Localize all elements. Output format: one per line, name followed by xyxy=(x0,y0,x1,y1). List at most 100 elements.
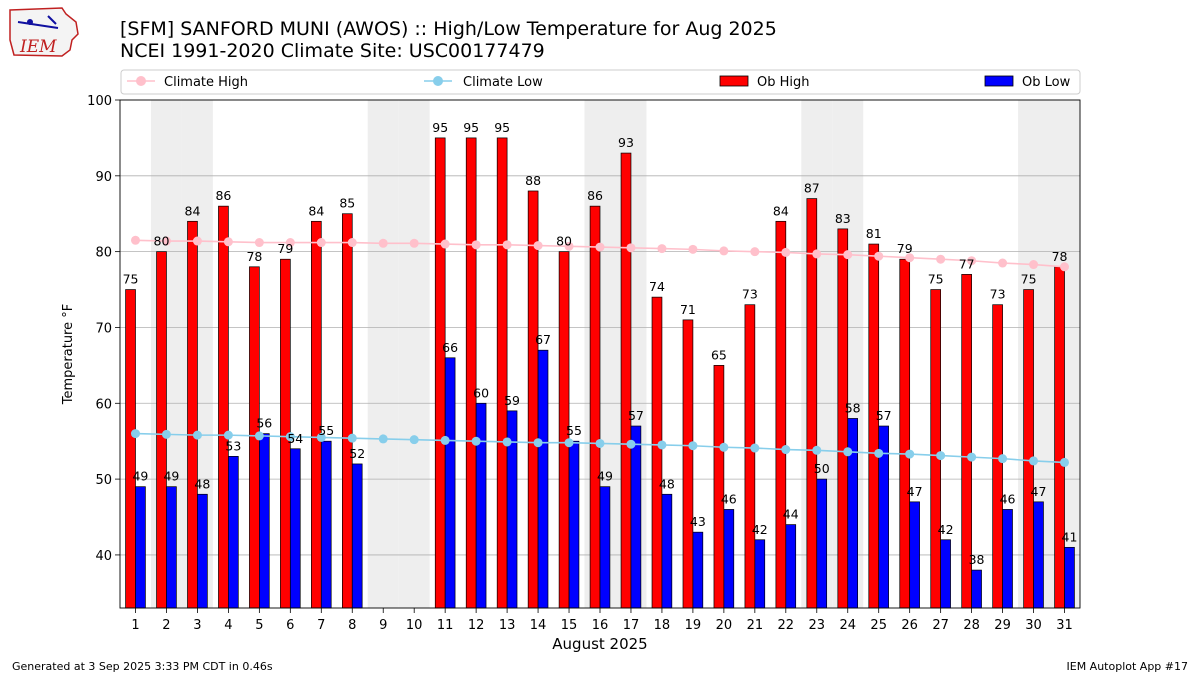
label-ob-high: 84 xyxy=(773,203,789,218)
label-ob-low: 49 xyxy=(163,469,179,484)
label-ob-low: 55 xyxy=(566,423,582,438)
climate-high-point xyxy=(347,238,357,248)
x-tick-label: 11 xyxy=(437,618,454,633)
label-ob-high: 80 xyxy=(154,234,170,249)
bar-ob-high xyxy=(589,205,601,609)
label-ob-low: 52 xyxy=(349,446,365,461)
label-ob-high: 79 xyxy=(277,241,293,256)
x-tick-label: 20 xyxy=(716,618,733,633)
bar-ob-low xyxy=(971,569,982,609)
bar-ob-high xyxy=(527,190,539,609)
x-tick-label: 15 xyxy=(561,618,578,633)
chart-subtitle: NCEI 1991-2020 Climate Site: USC00177479 xyxy=(120,40,545,62)
x-tick-label: 13 xyxy=(499,618,516,633)
climate-low-point xyxy=(502,437,512,447)
label-ob-low: 48 xyxy=(659,476,675,491)
label-ob-low: 49 xyxy=(132,469,148,484)
x-tick-label: 31 xyxy=(1056,618,1073,633)
bar-ob-high xyxy=(868,243,880,609)
x-tick-label: 19 xyxy=(685,618,702,633)
climate-high-point xyxy=(905,253,915,263)
bar-ob-low xyxy=(444,357,456,609)
y-tick-label: 40 xyxy=(95,549,112,564)
bar-ob-high xyxy=(125,289,136,609)
climate-high-point xyxy=(440,239,450,249)
bar-ob-high xyxy=(775,220,787,609)
climate-low-point xyxy=(688,441,698,451)
x-axis-label: August 2025 xyxy=(552,635,647,653)
label-ob-low: 50 xyxy=(814,461,830,476)
climate-low-point xyxy=(750,443,760,453)
climate-high-point xyxy=(192,236,202,246)
x-tick-label: 24 xyxy=(839,618,856,633)
bar-ob-high xyxy=(434,137,446,609)
bar-ob-low xyxy=(259,433,270,609)
x-tick-label: 6 xyxy=(286,618,294,633)
climate-low-point xyxy=(905,449,915,459)
climate-low-point xyxy=(378,434,388,444)
label-ob-high: 73 xyxy=(742,287,758,302)
x-tick-label: 3 xyxy=(193,618,201,633)
label-ob-high: 84 xyxy=(185,203,201,218)
bar-ob-low xyxy=(847,418,859,609)
label-ob-low: 42 xyxy=(938,522,954,537)
climate-high-point xyxy=(409,238,419,248)
x-tick-label: 23 xyxy=(809,618,826,633)
bar-ob-high xyxy=(496,137,508,609)
climate-low-point xyxy=(440,435,450,445)
bar-ob-high xyxy=(465,137,477,609)
label-ob-high: 88 xyxy=(525,173,541,188)
label-ob-high: 86 xyxy=(587,188,603,203)
label-ob-low: 58 xyxy=(845,400,861,415)
x-tick-label: 1 xyxy=(131,618,139,633)
y-axis-label: Temperature °F xyxy=(61,304,76,405)
bar-ob-high xyxy=(899,258,911,609)
x-tick-label: 21 xyxy=(747,618,764,633)
label-ob-high: 78 xyxy=(1052,249,1068,264)
footer-generated: Generated at 3 Sep 2025 3:33 PM CDT in 0… xyxy=(12,660,273,673)
legend-climate-high: Climate High xyxy=(127,75,248,90)
bar-ob-high xyxy=(218,205,229,609)
legend-label-climate-high: Climate High xyxy=(164,75,248,90)
bar-ob-low xyxy=(228,456,239,609)
climate-high-point xyxy=(254,238,264,248)
bar-ob-high xyxy=(651,296,663,609)
legend: Climate High Climate Low Ob High Ob Low xyxy=(120,69,1081,95)
bar-ob-high xyxy=(744,304,756,609)
climate-high-point xyxy=(316,238,326,248)
bar-ob-low xyxy=(197,493,208,609)
climate-low-point xyxy=(347,433,357,443)
bar-ob-low xyxy=(723,509,735,609)
climate-high-point xyxy=(223,237,233,247)
label-ob-high: 84 xyxy=(308,203,324,218)
label-ob-high: 80 xyxy=(556,234,572,249)
climate-low-point xyxy=(533,438,543,448)
label-ob-low: 41 xyxy=(1062,529,1078,544)
legend-ob-high: Ob High xyxy=(719,75,810,90)
climate-low-point xyxy=(595,438,605,448)
x-tick-label: 26 xyxy=(901,618,918,633)
climate-low-point xyxy=(967,452,977,462)
climate-low-point xyxy=(564,438,574,448)
climate-low-point xyxy=(285,432,295,442)
x-tick-label: 2 xyxy=(162,618,170,633)
weekend-shade xyxy=(398,100,430,608)
bar-ob-low xyxy=(661,493,673,609)
climate-high-point xyxy=(967,256,977,266)
label-ob-low: 38 xyxy=(969,552,985,567)
label-ob-high: 75 xyxy=(928,272,944,287)
bar-ob-high xyxy=(806,198,818,609)
climate-high-point xyxy=(564,241,574,251)
bar-ob-low xyxy=(909,501,920,609)
bar-ob-low xyxy=(1002,509,1013,609)
bar-ob-low xyxy=(940,539,951,609)
climate-high-point xyxy=(688,244,698,254)
y-tick-label: 70 xyxy=(95,321,112,336)
climate-high-point xyxy=(781,247,791,257)
label-ob-low: 56 xyxy=(256,416,272,431)
x-tick-label: 8 xyxy=(348,618,356,633)
y-tick-label: 60 xyxy=(95,397,112,412)
label-ob-low: 57 xyxy=(628,408,644,423)
climate-low-point xyxy=(409,435,419,445)
